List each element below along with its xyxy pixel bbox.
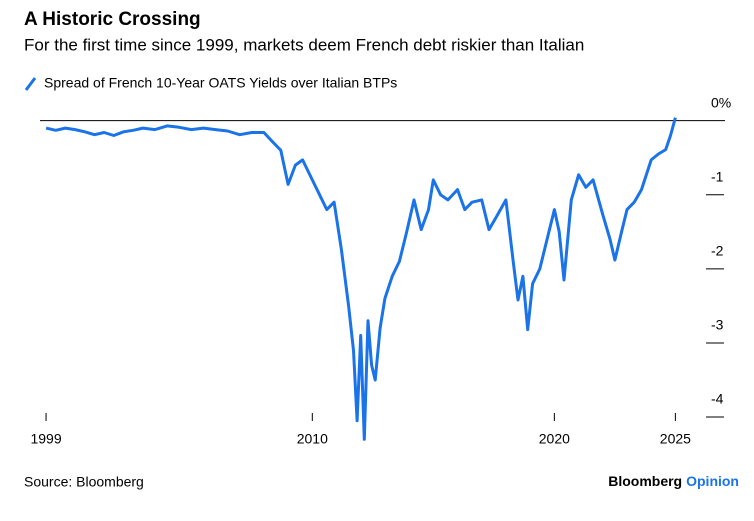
y-tick-label: -4: [711, 391, 724, 407]
brand: Bloomberg Opinion: [608, 473, 739, 489]
x-tick-label: 1999: [30, 431, 61, 447]
brand-name: Bloomberg: [608, 473, 682, 489]
chart-subtitle: For the first time since 1999, markets d…: [24, 35, 584, 54]
x-tick-label: 2025: [660, 431, 691, 447]
legend-label: Spread of French 10-Year OATS Yields ove…: [44, 75, 397, 91]
source: Source: Bloomberg: [24, 474, 144, 490]
brand-suffix: Opinion: [686, 473, 739, 489]
y-tick-label: 0%: [711, 94, 731, 110]
legend-swatch: [24, 77, 37, 91]
x-tick-label: 2010: [297, 431, 328, 447]
y-tick-label: -2: [711, 243, 724, 259]
y-tick-label: -3: [711, 317, 724, 333]
series-line: [45, 117, 677, 441]
chart-title: A Historic Crossing: [24, 9, 201, 30]
y-tick-label: -1: [711, 168, 724, 184]
x-tick-label: 2020: [539, 431, 570, 447]
